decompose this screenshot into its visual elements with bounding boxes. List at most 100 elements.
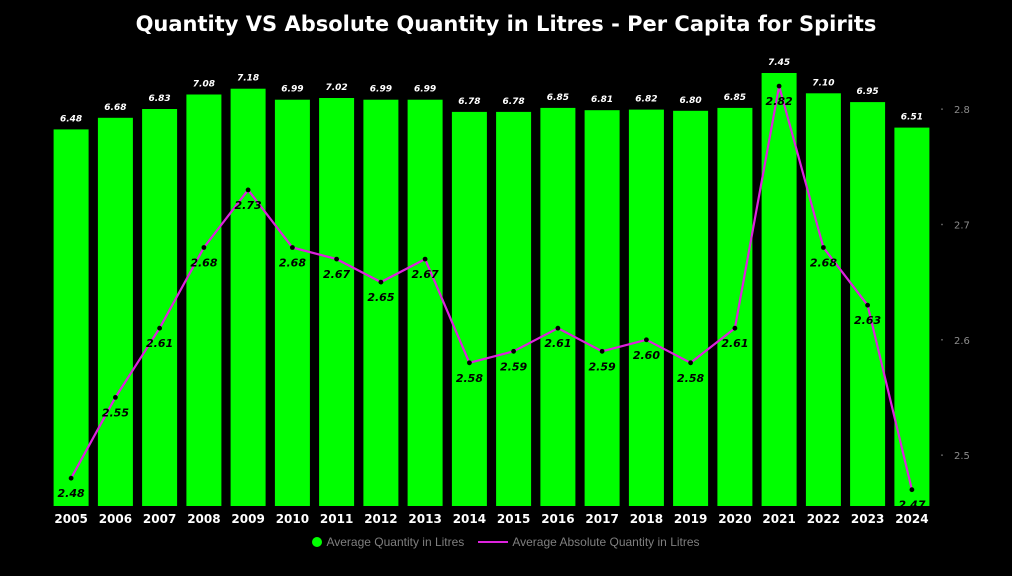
x-tick-label: 2019 xyxy=(674,512,707,526)
legend-item-bars[interactable]: Average Quantity in Litres xyxy=(312,535,464,549)
bar[interactable] xyxy=(805,93,841,507)
x-tick-label: 2011 xyxy=(320,512,353,526)
line-value-label: 2.82 xyxy=(766,95,793,108)
line-value-label: 2.58 xyxy=(456,372,483,385)
bar[interactable] xyxy=(717,107,753,507)
legend-dot-icon xyxy=(312,537,323,547)
x-tick-label: 2016 xyxy=(541,512,574,526)
bar[interactable] xyxy=(230,88,266,506)
x-tick-label: 2024 xyxy=(895,512,928,526)
line-value-label: 2.61 xyxy=(146,337,173,350)
legend-label-bars: Average Quantity in Litres xyxy=(326,535,465,549)
line-point[interactable] xyxy=(422,256,428,262)
bar-value-label: 6.51 xyxy=(901,113,923,123)
x-tick-label: 2012 xyxy=(364,512,397,526)
x-tick-label: 2015 xyxy=(497,512,530,526)
x-axis: 2005 2006 2007 2008 2009 2010 2011 2012 2013 2014… xyxy=(54,512,928,526)
line-point[interactable] xyxy=(821,245,826,250)
line-point[interactable] xyxy=(201,245,207,250)
bar-value-label: 7.08 xyxy=(193,80,215,90)
line-point[interactable] xyxy=(511,348,516,354)
bar-value-label: 6.48 xyxy=(60,114,82,124)
line-value-label: 2.68 xyxy=(190,257,217,270)
bar-value-label: 6.78 xyxy=(458,97,480,107)
x-tick-label: 2014 xyxy=(453,512,486,526)
bar[interactable] xyxy=(407,99,443,506)
bar[interactable] xyxy=(451,111,487,507)
line-point[interactable] xyxy=(467,360,472,366)
chart-title: Quantity VS Absolute Quantity in Litres … xyxy=(135,12,877,36)
bar-value-label: 7.18 xyxy=(237,74,259,84)
bar[interactable] xyxy=(628,109,664,506)
line-value-label: 2.73 xyxy=(235,199,262,212)
line-point[interactable] xyxy=(644,337,649,343)
line-point[interactable] xyxy=(909,487,915,493)
bar-value-label: 6.99 xyxy=(414,85,436,95)
line-point[interactable] xyxy=(865,302,870,308)
legend-item-line[interactable]: Average Absolute Quantity in Litres xyxy=(478,535,700,549)
line-value-label: 2.59 xyxy=(589,360,616,373)
x-tick-label: 2017 xyxy=(585,512,618,526)
bar-value-label: 6.78 xyxy=(502,97,524,107)
line-point[interactable] xyxy=(776,83,782,89)
line-value-label: 2.61 xyxy=(721,337,748,350)
bar[interactable] xyxy=(496,111,532,507)
bar[interactable] xyxy=(584,110,620,506)
bar[interactable] xyxy=(274,99,310,506)
x-tick-label: 2023 xyxy=(851,512,884,526)
bar-value-label: 7.10 xyxy=(812,78,834,88)
x-tick-label: 2020 xyxy=(718,512,751,526)
x-tick-label: 2008 xyxy=(187,512,220,526)
line-value-label: 2.65 xyxy=(367,291,394,304)
bar-value-label: 6.99 xyxy=(281,85,303,95)
line-value-label: 2.67 xyxy=(323,268,350,281)
line-point[interactable] xyxy=(599,348,605,354)
y-tick-label: 2.6 xyxy=(954,336,970,347)
x-tick-label: 2022 xyxy=(807,512,840,526)
x-tick-label: 2013 xyxy=(408,512,441,526)
bar[interactable] xyxy=(186,94,222,507)
bar-value-label: 6.68 xyxy=(104,103,126,113)
line-point[interactable] xyxy=(157,325,163,331)
bar-value-label: 7.02 xyxy=(325,83,347,93)
line-value-label: 2.67 xyxy=(412,268,439,281)
bar[interactable] xyxy=(53,129,89,506)
bar-value-label: 6.95 xyxy=(856,87,878,97)
bar[interactable] xyxy=(540,107,576,507)
bar[interactable] xyxy=(761,73,797,506)
bar-value-label: 6.85 xyxy=(724,93,746,103)
line-point[interactable] xyxy=(555,325,561,331)
line-point[interactable] xyxy=(732,325,738,331)
bar[interactable] xyxy=(319,98,355,506)
bar-value-label: 6.83 xyxy=(148,94,170,104)
bar[interactable] xyxy=(97,117,133,507)
line-point[interactable] xyxy=(113,395,118,400)
legend-line-icon xyxy=(478,541,509,543)
line-point[interactable] xyxy=(68,475,74,481)
line-point[interactable] xyxy=(334,256,339,262)
line-value-label: 2.61 xyxy=(544,337,571,350)
line-point[interactable] xyxy=(290,245,295,250)
bar-value-label: 6.82 xyxy=(635,95,657,105)
y-axis-right: 2.5 2.6 2.7 2.8 xyxy=(941,105,970,462)
line-value-label: 2.48 xyxy=(58,487,85,500)
line-point[interactable] xyxy=(378,279,384,285)
line-value-label: 2.68 xyxy=(810,257,837,270)
line-value-label: 2.68 xyxy=(279,257,306,270)
line-value-label: 2.47 xyxy=(898,499,925,512)
bar-value-label: 6.80 xyxy=(679,96,701,106)
x-tick-label: 2021 xyxy=(762,512,795,526)
line-point[interactable] xyxy=(688,360,693,366)
line-value-label: 2.58 xyxy=(677,372,704,385)
bar[interactable] xyxy=(894,127,930,506)
bar[interactable] xyxy=(673,110,709,507)
y-tick-mark xyxy=(941,454,943,456)
y-tick-mark xyxy=(941,338,943,341)
bar[interactable] xyxy=(363,99,399,506)
line-value-label: 2.60 xyxy=(633,349,660,362)
line-point[interactable] xyxy=(245,187,251,193)
x-tick-label: 2005 xyxy=(54,512,87,526)
series-line[interactable] xyxy=(70,84,913,490)
y-tick-label: 2.8 xyxy=(954,105,970,116)
